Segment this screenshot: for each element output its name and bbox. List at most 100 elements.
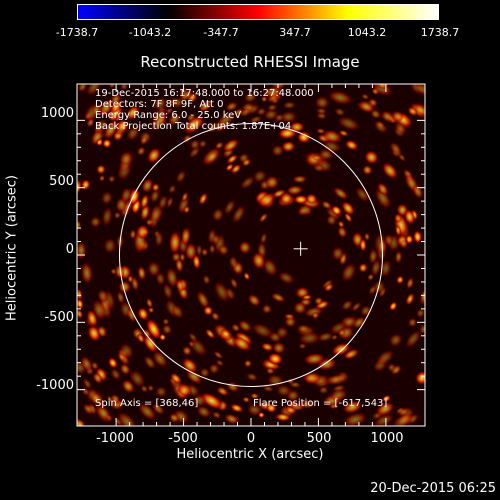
image-blob: [168, 230, 182, 255]
image-blob: [331, 245, 345, 262]
image-blob: [298, 342, 307, 350]
image-blob: [404, 329, 422, 349]
image-blob: [77, 417, 86, 426]
image-blob: [152, 350, 169, 368]
image-blob: [289, 381, 302, 389]
image-blob: [413, 230, 423, 244]
image-blob: [376, 182, 389, 196]
image-blob: [336, 115, 361, 132]
image-blob: [110, 367, 122, 381]
spin-axis-annotation: Spin Axis = [368,46]: [95, 398, 199, 409]
image-blob: [298, 204, 314, 217]
image-blob: [388, 332, 403, 348]
image-blob: [337, 328, 346, 337]
solar-disk-outline: [118, 122, 384, 388]
image-blob: [210, 311, 220, 322]
image-blob: [102, 138, 112, 149]
image-blob: [129, 229, 137, 240]
image-blob: [226, 154, 238, 165]
image-blob: [383, 233, 394, 247]
chart-title: Reconstructed RHESSI Image: [140, 53, 360, 71]
image-blob: [108, 113, 118, 122]
image-blob: [248, 115, 263, 124]
image-blob: [192, 253, 201, 270]
method-counts-annotation: Back Projection Total counts: 1.87E+04: [95, 121, 292, 132]
image-blob: [82, 403, 94, 415]
image-blob: [114, 263, 125, 280]
footer-date: 20-Dec-2015 06:25: [370, 481, 496, 496]
image-blob: [225, 101, 239, 112]
image-blob: [195, 243, 203, 257]
image-blob: [243, 91, 258, 103]
image-blob: [81, 386, 90, 397]
image-blob: [119, 363, 131, 376]
image-blob: [250, 392, 260, 400]
y-tick-label: 0: [65, 242, 74, 257]
image-blob: [381, 161, 399, 180]
image-blob: [96, 138, 104, 147]
image-blob: [375, 401, 395, 417]
image-blob: [373, 120, 389, 134]
spin-axis-marker: [293, 241, 308, 256]
image-blob: [85, 84, 103, 97]
image-blob: [130, 276, 140, 292]
x-tick-label: 1000: [370, 431, 404, 446]
image-blob: [196, 290, 210, 310]
image-blob: [90, 392, 103, 406]
image-blob: [368, 284, 377, 296]
image-blob: [94, 118, 108, 135]
image-blob: [199, 367, 210, 378]
image-blob: [196, 405, 212, 419]
colorbar: [77, 4, 439, 20]
image-blob: [362, 164, 373, 176]
detectors-annotation: Detectors: 7F 8F 9F, Att 0: [95, 99, 224, 110]
image-blob: [265, 367, 275, 375]
image-blob: [107, 357, 118, 369]
image-blob: [230, 163, 242, 175]
image-blob: [188, 340, 195, 348]
image-blob: [218, 328, 233, 342]
image-blob: [198, 100, 213, 113]
image-blob: [205, 328, 216, 340]
image-blob: [96, 164, 106, 175]
axis-ticks: [77, 84, 425, 426]
image-blob: [80, 261, 94, 285]
image-blob: [314, 95, 330, 110]
image-blob: [142, 333, 158, 354]
image-blob: [344, 139, 359, 151]
image-blob: [137, 402, 157, 421]
image-blob: [315, 107, 328, 115]
image-blob: [414, 102, 425, 117]
image-blob: [110, 393, 121, 405]
image-blob: [229, 277, 239, 290]
image-blob: [374, 186, 392, 210]
image-blob: [139, 136, 149, 146]
image-blob: [77, 84, 88, 93]
image-blob: [198, 192, 208, 206]
image-blob: [329, 388, 348, 402]
image-blob: [293, 194, 309, 205]
image-blob: [181, 191, 189, 203]
image-blob: [179, 252, 186, 263]
image-blob: [149, 188, 161, 204]
image-blob: [201, 146, 222, 167]
image-blob: [211, 207, 225, 222]
image-pattern: [77, 84, 425, 426]
image-blob: [116, 411, 138, 426]
image-blob: [311, 154, 323, 161]
image-blob: [303, 371, 322, 385]
image-blob: [211, 411, 222, 419]
image-blob: [293, 301, 307, 315]
image-blob: [367, 273, 375, 281]
image-blob: [282, 101, 297, 110]
image-blob: [77, 308, 83, 319]
image-blob: [114, 119, 129, 137]
image-blob: [118, 280, 132, 294]
y-tick-label: 500: [49, 174, 74, 189]
image-blob: [135, 224, 150, 240]
image-blob: [328, 373, 348, 386]
image-blob: [100, 190, 114, 206]
image-blob: [270, 292, 286, 303]
image-blob: [169, 372, 182, 385]
